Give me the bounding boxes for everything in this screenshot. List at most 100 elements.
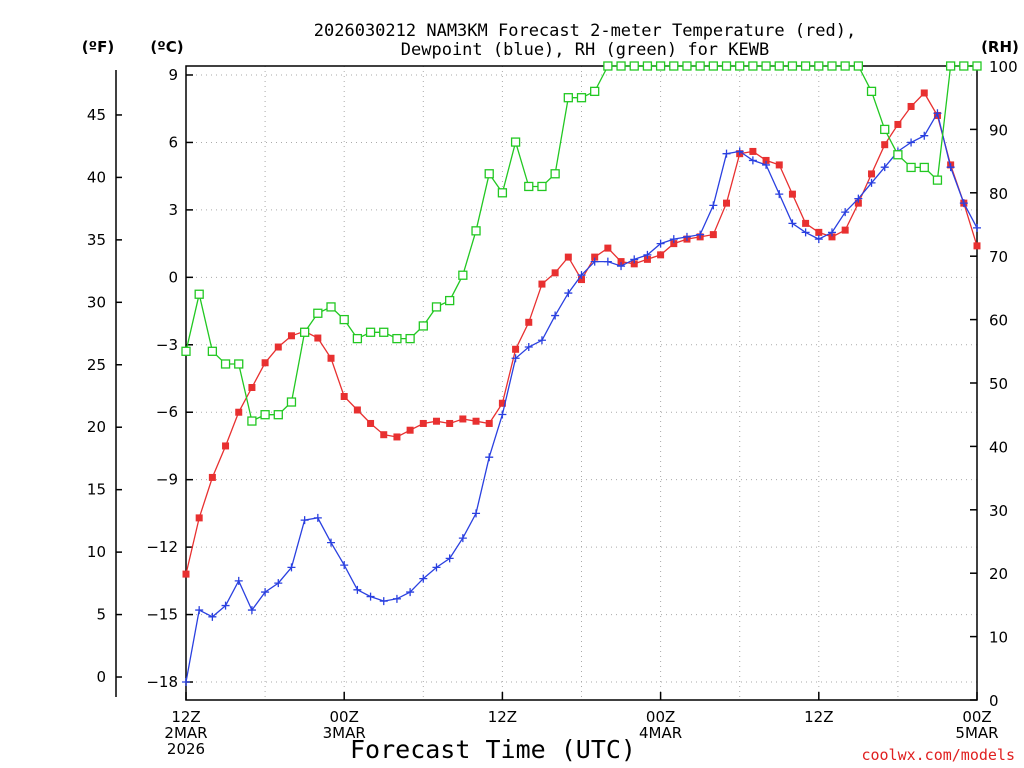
dewpoint-point: [656, 239, 665, 248]
dewpoint-point: [630, 255, 639, 264]
temperature-point: [235, 408, 243, 416]
rh-tick-label: 30: [989, 502, 1008, 520]
x-tick-label: 00Z: [330, 708, 359, 726]
dewpoint-point: [643, 250, 652, 259]
temperature-point: [604, 244, 612, 252]
dewpoint-point: [392, 594, 401, 603]
grid-lines: [186, 66, 977, 700]
temperature-point: [828, 233, 836, 241]
dewpoint-point: [208, 612, 217, 621]
temperature-point: [393, 433, 401, 441]
rh-point: [260, 410, 270, 420]
temperature-point: [367, 419, 375, 427]
rh-point: [708, 61, 718, 71]
rh-point: [286, 397, 297, 407]
dewpoint-point: [234, 576, 243, 585]
temperature-point: [617, 258, 625, 266]
dewpoint-point: [524, 343, 533, 352]
dewpoint-point: [669, 235, 678, 244]
dewpoint-point: [617, 262, 626, 271]
fahrenheit-tick-label: 30: [87, 293, 106, 311]
rh-point: [392, 333, 402, 344]
x-tick-label: 12Z: [171, 708, 200, 726]
dewpoint-point: [340, 561, 349, 570]
temperature-point: [723, 199, 731, 207]
dewpoint-point: [722, 149, 731, 158]
celsius-tick-label: 3: [168, 201, 178, 219]
fahrenheit-tick-label: 5: [96, 606, 106, 624]
rh-point: [748, 61, 758, 71]
rh-point: [629, 61, 639, 71]
temperature-point: [578, 276, 585, 284]
rh-point: [800, 61, 811, 71]
temperature-point: [564, 253, 572, 261]
rh-point: [352, 333, 363, 344]
dewpoint-point: [827, 228, 836, 237]
rh-tick-label: 20: [989, 565, 1008, 583]
rh-point: [590, 86, 600, 97]
rh-point: [576, 93, 587, 103]
temperature-point: [894, 120, 902, 128]
dewpoint-point: [564, 289, 573, 298]
rh-point: [563, 93, 573, 103]
rh-point: [774, 61, 784, 71]
dewpoint-point: [498, 410, 507, 419]
temperature-point: [353, 406, 361, 414]
temperature-point: [327, 354, 335, 362]
rh-point: [181, 346, 191, 356]
rh-point: [945, 61, 956, 71]
rh-point: [405, 333, 415, 344]
temperature-point: [261, 359, 269, 367]
celsius-tick-label: −15: [146, 606, 178, 624]
rh-point: [866, 86, 877, 97]
rh-point: [550, 169, 560, 179]
temperature-point: [591, 253, 599, 261]
dewpoint-point: [933, 109, 942, 118]
dewpoint-point: [485, 453, 494, 462]
rh-tick-label: 10: [989, 629, 1008, 647]
dewpoint-point: [603, 257, 612, 266]
rh-tick-label: 60: [989, 312, 1008, 330]
rh-point: [682, 61, 692, 71]
temperature-point: [749, 147, 757, 155]
rh-point: [194, 289, 204, 299]
axes: 9630−3−6−9−12−15−18454035302520151050100…: [87, 58, 1018, 758]
temperature-point: [419, 419, 427, 427]
rh-point: [616, 61, 626, 71]
dewpoint-point: [880, 163, 889, 172]
x-tick-label: 4MAR: [639, 724, 682, 742]
rh-tick-label: 40: [989, 438, 1008, 456]
fahrenheit-tick-label: 0: [96, 668, 106, 686]
dewpoint-point: [959, 199, 968, 208]
temperature-point: [670, 240, 678, 248]
temperature-point: [551, 269, 559, 277]
dewpoint-point: [472, 509, 481, 518]
rh-point: [906, 162, 916, 173]
dewpoint-point: [432, 563, 441, 572]
temperature-point: [287, 332, 295, 340]
temperature-point: [854, 199, 862, 207]
dewpoint-point: [300, 516, 309, 525]
rh-point: [959, 61, 969, 71]
temperature-point: [498, 399, 506, 407]
rh-point: [365, 327, 376, 337]
x-tick-label: 2026: [167, 740, 205, 758]
rh-tick-label: 80: [989, 185, 1008, 203]
rh-point: [458, 270, 468, 280]
x-tick-label: 12Z: [488, 708, 517, 726]
temperature-point: [459, 415, 467, 423]
rh-point: [537, 181, 547, 192]
temperature-point: [762, 156, 770, 164]
rh-point: [787, 61, 798, 71]
rh-tick-label: 0: [989, 692, 999, 710]
rh-point: [234, 359, 244, 369]
dewpoint-point: [353, 585, 362, 594]
dewpoint-point: [696, 230, 705, 239]
temperature-point: [920, 89, 928, 97]
rh-point: [299, 327, 310, 337]
dewpoint-point: [946, 163, 955, 172]
dewpoint-point: [590, 257, 599, 266]
dewpoint-point: [366, 592, 375, 601]
temperature-point: [380, 431, 388, 439]
celsius-tick-label: −18: [146, 673, 178, 691]
